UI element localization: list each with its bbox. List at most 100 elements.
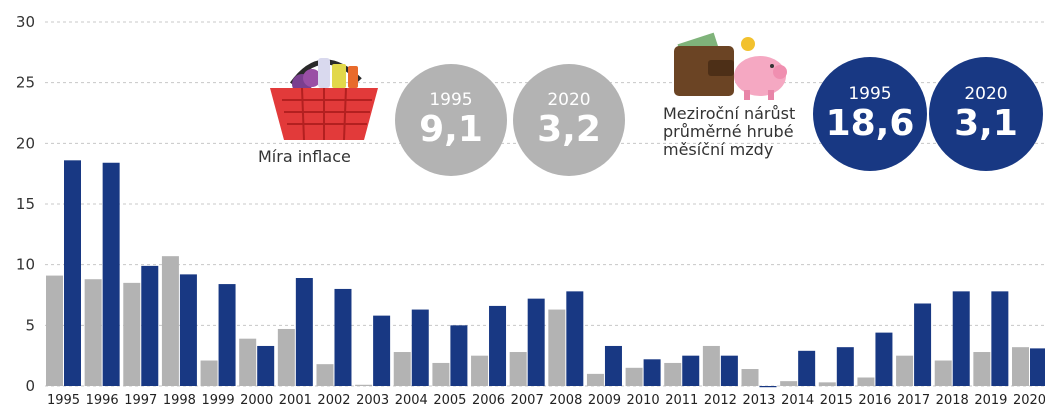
x-tick-label: 1999 — [202, 393, 235, 408]
x-tick-label: 2013 — [742, 393, 775, 408]
y-tick-label: 0 — [25, 377, 35, 395]
y-tick-label: 30 — [16, 13, 35, 31]
inflation-bar — [509, 352, 527, 386]
wage-caption-line-1: Meziroční nárůst — [663, 104, 796, 123]
inflation-end-year: 2020 — [547, 90, 591, 110]
wage-growth-bar — [566, 291, 584, 386]
x-tick-label: 1997 — [124, 393, 157, 408]
x-tick-label: 2018 — [936, 393, 969, 408]
wage-growth-bar — [373, 315, 391, 386]
x-tick-label: 2014 — [781, 393, 814, 408]
inflation-1995-circle: 1995 9,1 — [395, 64, 507, 176]
bars — [46, 160, 1045, 388]
wage-growth-bar — [257, 345, 275, 386]
wage-growth-bar — [875, 332, 893, 386]
wage-growth-bar — [64, 160, 81, 386]
inflation-bar — [973, 352, 991, 386]
inflation-bar — [857, 377, 875, 386]
inflation-start-value: 9,1 — [419, 109, 483, 150]
inflation-bar — [471, 355, 489, 386]
wage-end-value: 3,1 — [954, 103, 1018, 144]
x-tick-label: 2000 — [240, 393, 273, 408]
inflation-bar — [625, 367, 643, 386]
x-tick-label: 2007 — [511, 393, 544, 408]
x-tick-label: 2003 — [356, 393, 389, 408]
wage-start-value: 18,6 — [825, 103, 915, 144]
wage-end-year: 2020 — [964, 84, 1008, 104]
inflation-bar — [548, 309, 566, 386]
wage-growth-bar — [798, 350, 816, 386]
wage-growth-bar — [141, 265, 159, 386]
wage-growth-bar — [643, 359, 661, 386]
inflation-bar — [741, 369, 759, 386]
wage-growth-bar — [102, 162, 120, 386]
wage-growth-bar — [527, 298, 545, 386]
inflation-bar — [161, 256, 179, 386]
y-tick-label: 5 — [25, 316, 35, 334]
y-tick-label: 20 — [16, 134, 35, 152]
wage-growth-bar — [682, 355, 700, 386]
wage-growth-bar — [720, 355, 738, 386]
x-tick-label: 2015 — [820, 393, 853, 408]
inflation-bar — [818, 382, 836, 386]
wage-growth-bar — [914, 303, 932, 386]
inflation-bar — [780, 381, 798, 386]
x-tick-label: 2019 — [974, 393, 1007, 408]
x-tick-label: 2020 — [1013, 393, 1045, 408]
wage-caption-line-2: průměrné hrubé — [663, 122, 794, 141]
inflation-bar — [355, 384, 373, 386]
wage-growth-bar — [334, 288, 352, 386]
x-tick-label: 2005 — [433, 393, 466, 408]
y-tick-label: 25 — [16, 74, 35, 92]
x-tick-label: 1996 — [86, 393, 119, 408]
wage-growth-bar — [450, 325, 468, 386]
wallet-piggy-bank-icon — [674, 32, 787, 100]
inflation-end-value: 3,2 — [537, 109, 601, 150]
x-tick-label: 2011 — [665, 393, 698, 408]
inflation-bar — [277, 328, 295, 386]
wage-1995-circle: 1995 18,6 — [813, 57, 927, 171]
wage-growth-bar — [952, 291, 970, 386]
x-tick-label: 1995 — [47, 393, 80, 408]
inflation-start-year: 1995 — [429, 90, 473, 110]
wage-growth-bar — [991, 291, 1009, 386]
x-tick-label: 2006 — [472, 393, 505, 408]
x-tick-label: 2009 — [588, 393, 621, 408]
inflation-bar — [664, 362, 682, 386]
wage-growth-bar — [836, 347, 854, 386]
inflation-bar — [200, 360, 218, 386]
inflation-bar — [393, 352, 411, 386]
wage-caption-line-3: měsíční mzdy — [663, 140, 774, 159]
x-tick-label: 2017 — [897, 393, 930, 408]
x-axis-ticks: 1995 1996 1997 1998 1999 2000 2001 2002 2003 2004… — [47, 393, 1045, 408]
x-tick-label: 2016 — [858, 393, 891, 408]
y-tick-label: 10 — [16, 256, 35, 274]
wage-growth-bar — [218, 284, 236, 386]
wage-growth-bar — [1030, 348, 1045, 386]
wage-growth-bar — [489, 305, 507, 386]
x-tick-label: 2012 — [704, 393, 737, 408]
shopping-basket-icon — [270, 58, 378, 141]
x-tick-label: 2002 — [317, 393, 350, 408]
inflation-bar — [432, 362, 450, 386]
x-tick-label: 2010 — [627, 393, 660, 408]
inflation-bar — [123, 282, 141, 386]
inflation-bar — [934, 360, 952, 386]
wage-2020-circle: 2020 3,1 — [929, 57, 1043, 171]
wage-growth-bar — [295, 278, 313, 386]
inflation-bar — [586, 373, 604, 386]
inflation-bar — [896, 355, 914, 386]
x-tick-label: 2008 — [549, 393, 582, 408]
x-tick-label: 1998 — [163, 393, 196, 408]
wage-growth-bar — [411, 309, 429, 386]
inflation-bar — [1012, 347, 1029, 386]
inflation-caption: Míra inflace — [258, 147, 351, 166]
wage-start-year: 1995 — [848, 84, 892, 104]
inflation-2020-circle: 2020 3,2 — [513, 64, 625, 176]
x-tick-label: 2004 — [395, 393, 428, 408]
wage-growth-bar — [759, 386, 777, 388]
y-axis-ticks: 0 5 10 15 20 25 30 — [16, 13, 35, 395]
inflation-bar — [239, 338, 257, 386]
wage-growth-bar — [179, 274, 197, 386]
